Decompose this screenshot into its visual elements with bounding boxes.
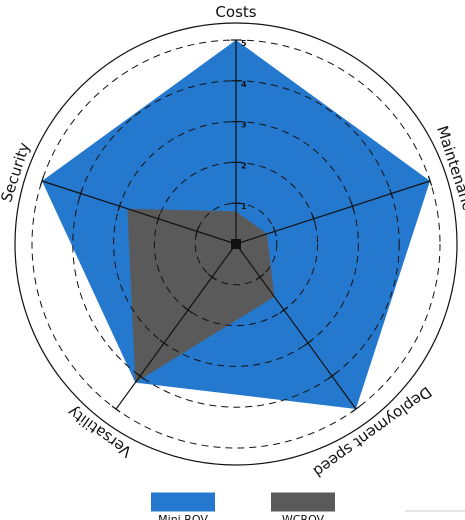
tick-mark-3-3 <box>303 339 313 347</box>
axis-label-security: Security <box>0 140 34 204</box>
legend-swatch-2 <box>271 492 335 512</box>
axis-label-maintenance: Maintenance <box>433 124 465 221</box>
legend-label-1: Mini ROV <box>158 513 208 520</box>
tick-mark-5-4 <box>78 188 83 199</box>
series-polygon-2 <box>127 208 275 383</box>
tick-mark-4-3 <box>159 339 169 347</box>
axis-spoke-3 <box>235 243 357 410</box>
tick-mark-3-2 <box>279 306 289 314</box>
tick-mark-5-5 <box>39 176 45 186</box>
axis-label-versatility: Versatility <box>64 402 135 461</box>
grid-circle-1 <box>194 202 278 286</box>
tick-label-2: 2 <box>241 161 247 170</box>
axis-spoke-2 <box>235 180 431 245</box>
tick-mark-4-4 <box>135 372 145 380</box>
tick-mark-5-1 <box>195 226 200 237</box>
legend-label-2: WCROV <box>282 513 325 520</box>
tick-mark-5-2 <box>156 213 161 224</box>
grid-circle-2 <box>153 161 319 327</box>
tick-label-4: 4 <box>241 80 247 89</box>
tick-mark-2-4 <box>389 188 394 199</box>
axis-label-costs: Costs <box>215 3 256 21</box>
tick-mark-3-1 <box>255 273 265 281</box>
tick-mark-2-3 <box>350 201 355 212</box>
tick-mark-4-2 <box>183 306 193 314</box>
tick-mark-5-3 <box>117 201 122 212</box>
tick-mark-4-5 <box>111 405 121 413</box>
outer-circle <box>14 22 458 466</box>
tick-label-1: 1 <box>241 202 247 211</box>
axis-spoke-4 <box>115 243 237 410</box>
tick-label-3: 3 <box>241 121 247 130</box>
center-marker <box>231 239 241 249</box>
tick-mark-2-1 <box>272 226 277 237</box>
tick-labels: 1 2 3 4 5 <box>241 39 247 211</box>
tick-mark-3-4 <box>327 372 337 380</box>
axis-spoke-5 <box>41 180 237 245</box>
legend: Mini ROV WCROV <box>151 492 465 520</box>
axes <box>39 39 433 413</box>
tick-mark-4-1 <box>207 273 217 281</box>
legend-swatch-1 <box>151 492 215 512</box>
tick-mark-2-2 <box>311 213 316 224</box>
tick-mark-3-5 <box>351 405 361 413</box>
tick-label-5: 5 <box>241 39 247 48</box>
tick-mark-2-5 <box>427 176 433 186</box>
